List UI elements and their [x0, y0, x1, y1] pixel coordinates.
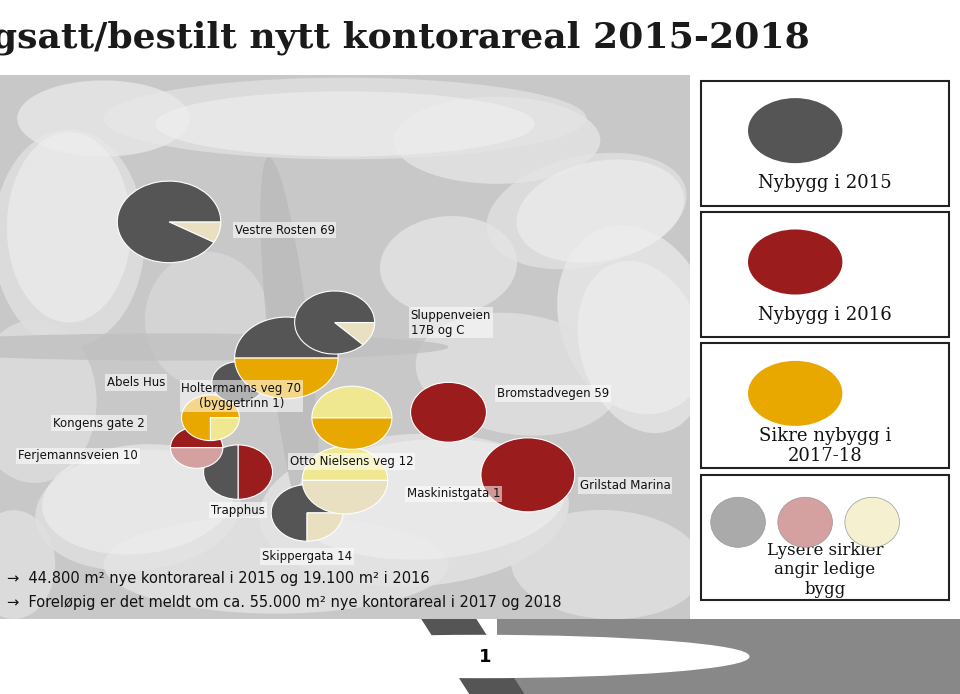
Ellipse shape [104, 78, 587, 160]
Ellipse shape [710, 498, 765, 548]
Wedge shape [204, 445, 238, 499]
Text: Skippergata 14: Skippergata 14 [262, 550, 352, 563]
Wedge shape [411, 382, 487, 442]
Ellipse shape [0, 129, 145, 347]
Text: Holtermanns veg 70
(byggetrinn 1): Holtermanns veg 70 (byggetrinn 1) [181, 382, 301, 410]
Wedge shape [271, 484, 343, 541]
Text: EiendomsMegler: EiendomsMegler [259, 647, 442, 666]
Text: Bromstadvegen 59: Bromstadvegen 59 [497, 387, 609, 400]
Ellipse shape [290, 439, 565, 559]
Ellipse shape [511, 510, 704, 619]
Text: Sluppenveien
17B og C: Sluppenveien 17B og C [411, 309, 491, 337]
Text: Igangsatt/bestilt nytt kontorareal 2015-2018: Igangsatt/bestilt nytt kontorareal 2015-… [0, 20, 810, 55]
Ellipse shape [36, 450, 241, 570]
Text: Trapphus: Trapphus [211, 504, 265, 517]
FancyBboxPatch shape [701, 344, 949, 468]
Text: →  Foreløpig er det meldt om ca. 55.000 m² nye kontorareal i 2017 og 2018: → Foreløpig er det meldt om ca. 55.000 m… [7, 595, 562, 610]
Wedge shape [234, 358, 338, 398]
Text: Nybygg i 2015: Nybygg i 2015 [758, 174, 892, 192]
Wedge shape [117, 181, 221, 263]
Ellipse shape [487, 153, 686, 269]
Ellipse shape [416, 313, 619, 436]
Wedge shape [238, 445, 273, 499]
Text: Maskinistgata 1: Maskinistgata 1 [407, 487, 500, 500]
Ellipse shape [748, 98, 842, 163]
Wedge shape [212, 362, 264, 403]
Ellipse shape [778, 498, 832, 548]
Ellipse shape [7, 132, 132, 323]
Wedge shape [312, 386, 392, 418]
Wedge shape [210, 418, 239, 441]
Wedge shape [307, 513, 343, 541]
Ellipse shape [42, 444, 234, 555]
Text: Otto Nielsens veg 12: Otto Nielsens veg 12 [290, 455, 414, 468]
Ellipse shape [0, 320, 97, 483]
FancyBboxPatch shape [701, 475, 949, 600]
Text: →  44.800 m² nye kontorareal i 2015 og 19.100 m² i 2016: → 44.800 m² nye kontorareal i 2015 og 19… [7, 570, 429, 586]
FancyBboxPatch shape [701, 212, 949, 337]
Ellipse shape [557, 226, 712, 414]
Wedge shape [302, 446, 388, 480]
Ellipse shape [17, 81, 190, 157]
Circle shape [211, 636, 749, 677]
Text: AKERSHUS: AKERSHUS [58, 648, 125, 658]
Wedge shape [171, 427, 223, 448]
Ellipse shape [259, 434, 569, 587]
Wedge shape [302, 480, 388, 514]
Ellipse shape [0, 333, 448, 361]
Ellipse shape [748, 361, 842, 426]
Text: Abels Hus: Abels Hus [108, 376, 165, 389]
Text: Ferjemannsveien 10: Ferjemannsveien 10 [18, 449, 138, 462]
Wedge shape [481, 438, 575, 512]
Bar [497, 619, 960, 694]
Text: Lysere sirkler
angir ledige
bygg: Lysere sirkler angir ledige bygg [767, 542, 883, 598]
Ellipse shape [260, 158, 320, 536]
Text: 1: 1 [478, 648, 492, 666]
Ellipse shape [380, 216, 517, 315]
FancyBboxPatch shape [701, 81, 949, 205]
Ellipse shape [578, 261, 706, 433]
Text: Grilstad Marina: Grilstad Marina [580, 480, 670, 492]
Ellipse shape [0, 510, 56, 619]
Text: EIENDOM: EIENDOM [58, 670, 116, 680]
Wedge shape [181, 395, 239, 441]
Text: Vestre Rosten 69: Vestre Rosten 69 [234, 223, 335, 237]
Ellipse shape [104, 516, 448, 613]
Wedge shape [234, 317, 338, 358]
Text: Sikre nybygg i
2017-18: Sikre nybygg i 2017-18 [758, 427, 891, 466]
Ellipse shape [156, 92, 535, 157]
Polygon shape [421, 619, 524, 694]
Wedge shape [312, 418, 392, 449]
Wedge shape [335, 323, 374, 345]
Ellipse shape [145, 252, 269, 388]
Wedge shape [169, 222, 221, 242]
Wedge shape [295, 291, 374, 354]
Text: Kongens gate 2: Kongens gate 2 [53, 416, 145, 430]
Wedge shape [171, 448, 223, 468]
Text: Nybygg i 2016: Nybygg i 2016 [758, 305, 892, 323]
Ellipse shape [394, 96, 600, 184]
Ellipse shape [516, 160, 684, 262]
Ellipse shape [845, 498, 900, 548]
Ellipse shape [748, 230, 842, 294]
